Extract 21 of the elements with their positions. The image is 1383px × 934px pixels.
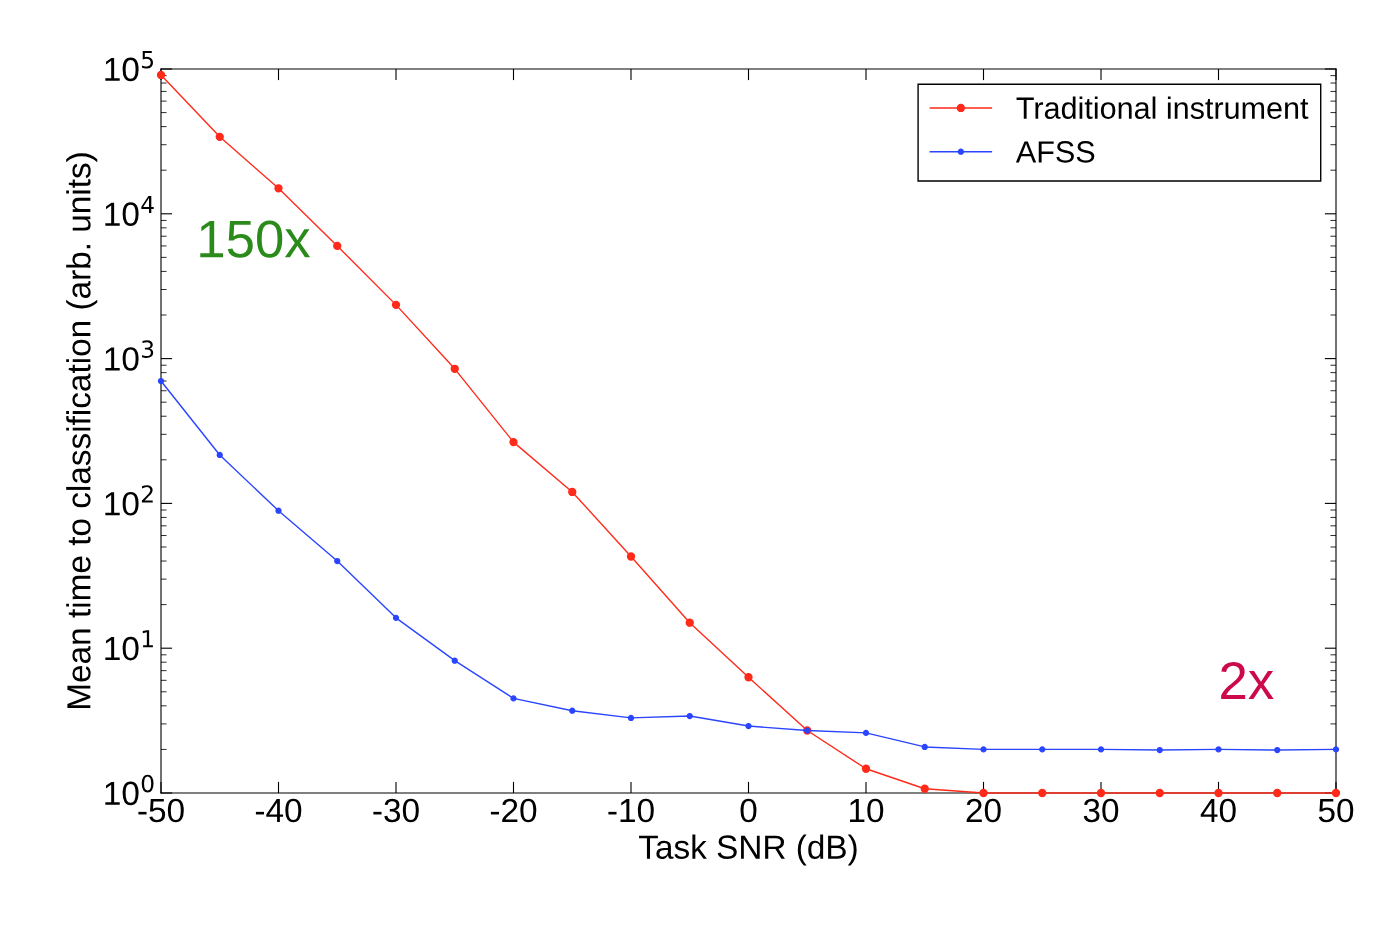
x-tick-label: -40 bbox=[255, 798, 302, 823]
annotation: 150x bbox=[200, 220, 311, 258]
x-tick-label: 50 bbox=[1318, 798, 1354, 823]
legend-label: AFSS bbox=[1015, 141, 1095, 163]
x-axis-title: Task SNR (dB) bbox=[639, 834, 857, 866]
y-tick-label: 10$^{1}$ bbox=[105, 630, 153, 661]
y-axis-title: Mean time to classification (arb. units) bbox=[66, 153, 98, 708]
y-tick-label: 10$^{5}$ bbox=[105, 51, 154, 82]
x-tick-label: 40 bbox=[1200, 798, 1236, 823]
x-tick-label: 20 bbox=[966, 798, 1001, 823]
x-tick-label: -30 bbox=[373, 798, 419, 823]
y-tick-label: 10$^{4}$ bbox=[105, 195, 154, 226]
x-tick-label: -10 bbox=[608, 798, 654, 823]
y-tick-label: 10$^{2}$ bbox=[105, 485, 153, 516]
x-tick-label: 0 bbox=[740, 798, 757, 823]
x-tick-label: -20 bbox=[490, 798, 537, 823]
y-tick-label: 10$^{3}$ bbox=[105, 340, 154, 371]
legend-label: Traditional instrument bbox=[1016, 96, 1309, 119]
x-tick-label: 10 bbox=[850, 798, 884, 823]
annotation: 2x bbox=[1221, 662, 1274, 699]
x-tick-label: 30 bbox=[1083, 798, 1119, 823]
